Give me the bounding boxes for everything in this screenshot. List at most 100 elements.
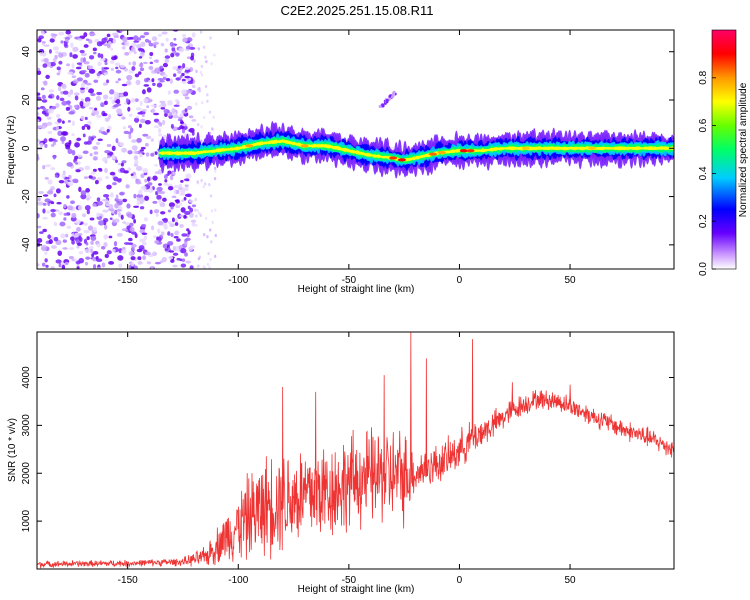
noise-point: [141, 89, 146, 95]
noise-point: [112, 104, 119, 108]
noise-point: [46, 121, 53, 126]
noise-point: [81, 213, 87, 218]
noise-point: [133, 155, 139, 161]
noise-point: [123, 130, 130, 135]
noise-point: [48, 239, 53, 245]
noise-point: [42, 228, 47, 233]
ridge-peak: [397, 158, 406, 162]
noise-point: [70, 200, 75, 205]
noise-point: [72, 54, 78, 59]
noise-point: [173, 235, 179, 239]
noise-point: [179, 214, 185, 218]
noise-point: [70, 42, 74, 48]
noise-point: [103, 241, 108, 248]
noise-point: [47, 179, 53, 185]
ridge-peak: [588, 146, 597, 150]
y-tick-label: 40: [21, 46, 32, 58]
noise-point: [96, 91, 103, 96]
y-tick-label: -20: [21, 189, 32, 204]
noise-point: [41, 99, 48, 103]
noise-point: [121, 147, 127, 153]
noise-point: [141, 232, 148, 235]
noise-point: [57, 118, 62, 123]
noise-point: [43, 80, 48, 86]
colorbar-tick-label: 0.8: [698, 70, 709, 84]
noise-point: [106, 33, 111, 38]
noise-point: [164, 48, 168, 53]
noise-point: [151, 78, 155, 83]
noise-point: [182, 123, 188, 127]
noise-point: [191, 32, 196, 38]
noise-point: [91, 253, 95, 258]
noise-point: [141, 223, 147, 228]
noise-point: [172, 66, 178, 70]
noise-point: [151, 108, 156, 114]
noise-point: [85, 82, 92, 86]
noise-point: [178, 184, 183, 187]
noise-point: [96, 200, 103, 206]
noise-point: [193, 59, 196, 63]
noise-point: [133, 205, 140, 209]
x-tick-label: -50: [342, 575, 357, 586]
artifact-point: [381, 104, 385, 108]
noise-point: [104, 253, 109, 259]
noise-point: [213, 254, 217, 258]
x-tick-label: 50: [564, 575, 576, 586]
noise-point: [186, 89, 193, 94]
noise-point: [172, 112, 177, 116]
noise-point: [209, 194, 213, 198]
noise-point: [64, 142, 71, 148]
noise-point: [58, 211, 63, 216]
noise-point: [93, 110, 100, 116]
noise-point: [62, 247, 68, 250]
noise-point: [160, 231, 165, 236]
noise-point: [197, 257, 201, 261]
noise-point: [144, 178, 148, 183]
noise-point: [53, 193, 57, 198]
noise-point: [150, 266, 154, 269]
noise-point: [131, 66, 136, 71]
noise-point: [127, 150, 133, 155]
noise-point: [144, 142, 149, 147]
noise-point: [181, 78, 186, 82]
noise-point: [191, 119, 197, 122]
noise-point: [139, 51, 145, 58]
noise-point: [93, 151, 99, 155]
noise-point: [185, 66, 190, 71]
noise-point: [67, 181, 74, 186]
noise-point: [185, 173, 192, 179]
noise-point: [55, 113, 61, 118]
noise-point: [56, 201, 62, 205]
noise-point: [111, 99, 115, 105]
noise-point: [203, 182, 207, 186]
noise-point: [96, 212, 101, 217]
noise-point: [70, 236, 75, 241]
noise-point: [85, 86, 89, 91]
noise-point: [88, 135, 92, 141]
noise-point: [92, 168, 97, 172]
noise-point: [106, 250, 112, 255]
noise-point: [187, 230, 191, 235]
noise-point: [65, 106, 71, 111]
noise-point: [56, 95, 60, 100]
noise-point: [121, 228, 128, 232]
noise-point: [176, 238, 181, 242]
noise-point: [144, 195, 150, 201]
noise-point: [155, 191, 159, 196]
noise-point: [101, 262, 106, 268]
noise-point: [153, 125, 160, 129]
noise-point: [50, 265, 55, 269]
noise-point: [57, 86, 62, 92]
noise-point: [173, 189, 177, 195]
noise-point: [44, 164, 52, 168]
noise-point: [141, 113, 145, 117]
noise-point: [64, 176, 70, 180]
noise-point: [40, 244, 47, 248]
noise-point: [130, 256, 136, 261]
noise-point: [114, 218, 120, 223]
noise-point: [41, 30, 45, 36]
noise-point: [37, 92, 41, 96]
noise-point: [173, 114, 179, 119]
noise-point: [171, 217, 175, 223]
noise-point: [111, 154, 116, 160]
